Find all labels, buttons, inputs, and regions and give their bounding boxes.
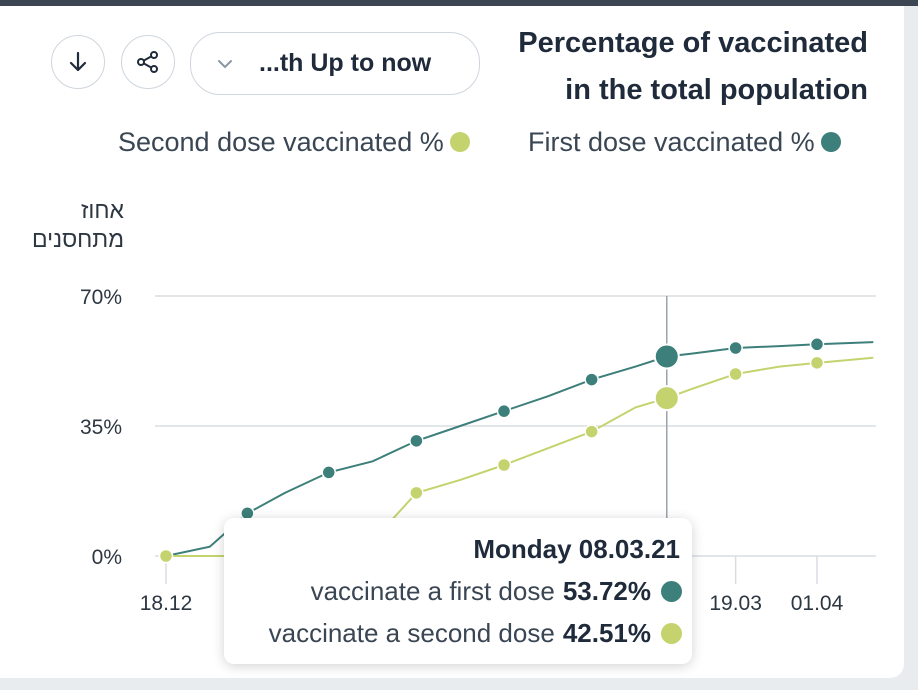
- legend-label-first-dose: First dose vaccinated %: [528, 126, 815, 157]
- data-point: [653, 343, 680, 370]
- date-range-select[interactable]: ...th Up to now: [190, 32, 480, 95]
- data-point: [809, 337, 825, 352]
- legend-item-second-dose[interactable]: Second dose vaccinated %: [118, 124, 470, 160]
- y-axis-label-line2: מתחסנים: [32, 226, 124, 252]
- tooltip-row-first: vaccinate a first dose 53.72%: [311, 576, 682, 607]
- tooltip-second-value: 42.51%: [562, 618, 651, 648]
- x-tick-label: 19.03: [709, 592, 762, 615]
- series-line-first-dose: [165, 341, 874, 557]
- data-point: [728, 340, 743, 356]
- chart-title-line2: in the total population: [565, 74, 868, 106]
- chart-title-line1: Percentage of vaccinated: [518, 27, 868, 59]
- data-point: [409, 485, 424, 501]
- tooltip-row-second: vaccinate a second dose 42.51%: [269, 618, 682, 649]
- y-tick-label: 70%: [80, 286, 122, 309]
- chart-title: Percentage of vaccinated in the total po…: [448, 20, 868, 114]
- tooltip-date: Monday 08.03.21: [473, 534, 680, 564]
- data-point: [496, 403, 512, 419]
- legend-item-first-dose[interactable]: First dose vaccinated %: [528, 124, 841, 160]
- data-point: [584, 424, 599, 439]
- data-point: [809, 355, 825, 371]
- data-point: [321, 465, 336, 480]
- tooltip-second-label: vaccinate a second dose: [268, 618, 555, 648]
- tooltip-dot-first: [661, 581, 682, 602]
- data-point: [409, 433, 424, 449]
- date-range-label: ...th Up to now: [259, 49, 432, 77]
- data-point: [584, 372, 599, 387]
- legend-dot-first-dose: [820, 132, 841, 152]
- tooltip-first-label: vaccinate a first dose: [310, 576, 555, 606]
- x-tick-label: 18.12: [140, 592, 193, 615]
- chevron-down-icon: [213, 52, 237, 76]
- x-tick-label: 01.04: [791, 592, 844, 615]
- arrow-down-icon: [69, 51, 87, 72]
- tooltip-first-value: 53.72%: [562, 576, 651, 606]
- y-axis-label: אחוז מתחסנים: [18, 196, 124, 254]
- share-button[interactable]: [121, 35, 175, 89]
- tooltip-dot-second: [661, 623, 682, 644]
- data-point: [158, 548, 174, 564]
- data-point: [728, 366, 743, 382]
- y-tick-label: 0%: [92, 546, 122, 569]
- legend-dot-second-dose: [449, 132, 470, 152]
- y-axis-label-line1: אחוז: [81, 197, 124, 223]
- y-tick-label: 35%: [80, 416, 122, 439]
- legend-label-second-dose: Second dose vaccinated %: [118, 126, 444, 157]
- data-point: [653, 385, 680, 412]
- download-button[interactable]: [51, 35, 105, 89]
- share-icon: [137, 51, 158, 73]
- top-bar: [0, 0, 918, 6]
- tooltip: Monday 08.03.21 vaccinate a first dose 5…: [224, 518, 692, 664]
- data-point: [496, 457, 512, 473]
